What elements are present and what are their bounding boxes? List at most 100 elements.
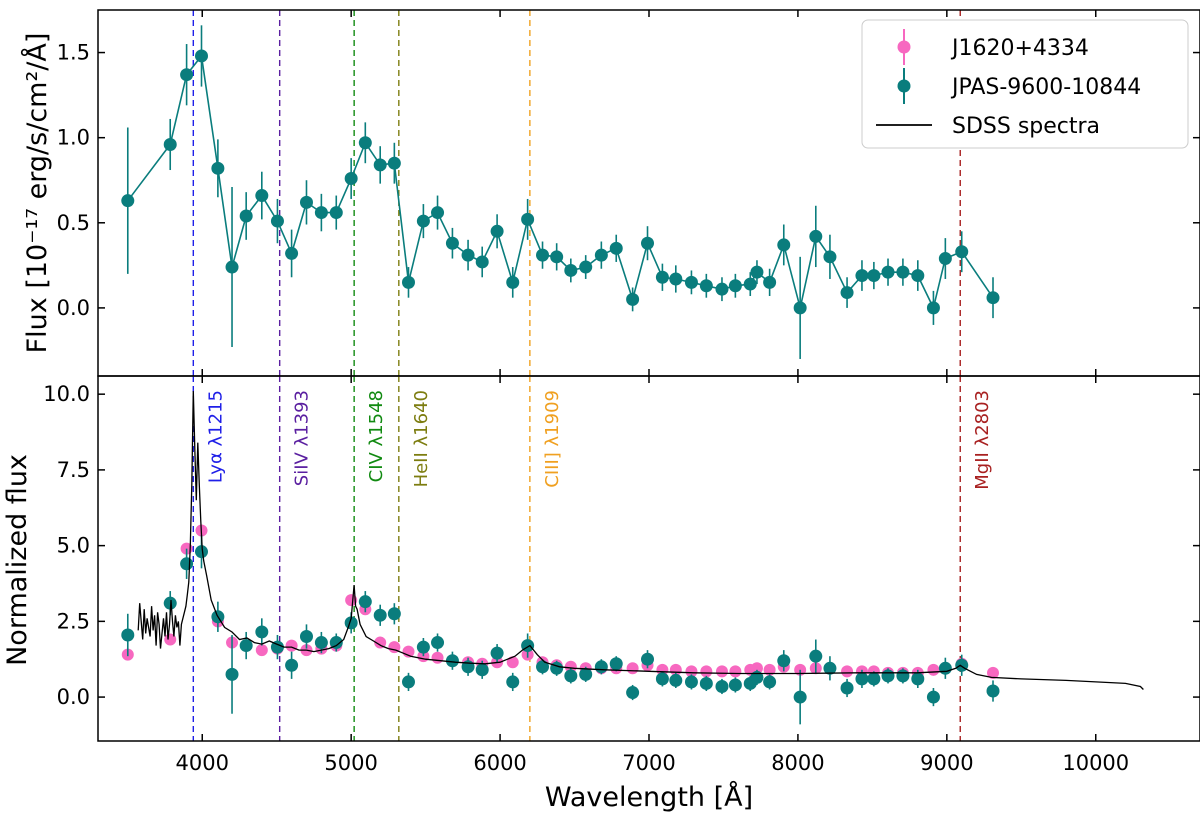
sdss-spectrum-line (137, 391, 1144, 690)
j1620-point (564, 660, 577, 673)
jpas-point (255, 189, 269, 203)
jpas-point (911, 269, 925, 283)
jpas-point (358, 595, 372, 609)
jpas-point (194, 545, 208, 559)
jpas-point (431, 206, 445, 220)
legend-label-sdss: SDSS spectra (952, 114, 1100, 139)
jpas-point (626, 292, 640, 306)
emission-line-annotations: Lyα λ1215 SiIV λ1393 CIV λ1548 HeII λ1640 CI… (205, 390, 993, 490)
x-tick-label: 10000 (1062, 751, 1129, 775)
j1620-point (285, 639, 298, 652)
y-tick-label: 1.0 (57, 126, 90, 150)
jpas-point (239, 209, 253, 223)
jpas-point (609, 241, 623, 255)
top-panel-series (121, 25, 1000, 359)
y-tick-label: 7.5 (57, 458, 90, 482)
top-panel-ticks: 0.0 0.5 1.0 1.5 (57, 41, 1200, 320)
x-tick-label: 7000 (622, 751, 675, 775)
j1620-point (700, 665, 713, 678)
jpas-point (641, 652, 655, 666)
jpas-point (855, 269, 869, 283)
jpas-point (299, 629, 313, 643)
jpas-point (506, 275, 520, 289)
y-tick-label: 0.0 (57, 296, 90, 320)
jpas-point (564, 669, 578, 683)
emission-line-label: Lyα λ1215 (205, 390, 226, 483)
j1620-point (656, 663, 669, 676)
jpas-point (239, 639, 253, 653)
y-tick-label: 1.5 (57, 41, 90, 65)
y-tick-label: 10.0 (43, 382, 90, 406)
jpas-point (270, 214, 284, 228)
j1620-point (715, 665, 728, 678)
j1620-point (374, 636, 387, 649)
jpas-point (373, 608, 387, 622)
jpas-point (225, 260, 239, 274)
jpas-point (684, 275, 698, 289)
jpas-point (521, 212, 535, 226)
jpas-point (823, 661, 837, 675)
bottom-panel-line-markers (192, 376, 961, 741)
jpas-point (344, 172, 358, 186)
jpas-point (594, 248, 608, 262)
jpas-point (793, 301, 807, 315)
y-tick-label: 2.5 (57, 609, 90, 633)
jpas-point (669, 673, 683, 687)
y-tick-label: 0.0 (57, 685, 90, 709)
emission-line-label: CIII] λ1909 (542, 390, 563, 488)
emission-line-label: SiIV λ1393 (292, 390, 313, 486)
j1620-point (750, 662, 763, 675)
jpas-point (564, 263, 578, 277)
jpas-point (358, 136, 372, 150)
jpas-point (285, 658, 299, 672)
jpas-point (750, 265, 764, 279)
jpas-point (938, 661, 952, 675)
jpas-point (896, 669, 910, 683)
x-tick-label: 6000 (473, 751, 526, 775)
j1620-point (987, 666, 1000, 679)
jpas-point (763, 275, 777, 289)
jpas-point (684, 675, 698, 689)
jpas-point (743, 277, 757, 291)
jpas-point (211, 161, 225, 175)
x-tick-label: 8000 (771, 751, 824, 775)
jpas-point (579, 667, 593, 681)
emission-line-label: HeII λ1640 (411, 390, 432, 487)
jpas-point (550, 661, 564, 675)
legend-entry-sdss: SDSS spectra (876, 114, 1100, 139)
jpas-point (777, 654, 791, 668)
jpas-point (401, 675, 415, 689)
j1620-point (763, 663, 776, 676)
j1620-point (841, 665, 854, 678)
bottom-panel-series (121, 391, 1144, 725)
jpas-point (445, 654, 459, 668)
jpas-point (715, 679, 729, 693)
jpas-point (840, 681, 854, 695)
jpas-point (867, 672, 881, 686)
jpas-point (809, 229, 823, 243)
top-panel-line-markers (192, 10, 961, 376)
jpas-point (669, 272, 683, 286)
jpas-point (285, 246, 299, 260)
jpas-point (911, 672, 925, 686)
legend: J1620+4334 JPAS-9600-10844 SDSS spectra (861, 19, 1189, 149)
jpas-point (121, 194, 135, 208)
x-axis-ticks: 4000 5000 6000 7000 8000 9000 10000 (176, 10, 1129, 775)
jpas-point (536, 660, 550, 674)
jpas-point (445, 236, 459, 250)
jpas-point (655, 270, 669, 284)
legend-entry-j1620: J1620+4334 (897, 29, 1089, 65)
jpas-point (823, 250, 837, 264)
j1620-point (255, 644, 268, 657)
bottom-panel-ticks: 0.0 2.5 5.0 7.5 10.0 (43, 382, 1200, 709)
top-panel-ylabel: Flux [10⁻¹⁷ erg/s/cm²/Å] (21, 33, 53, 354)
j1620-point (506, 656, 519, 669)
jpas-point (490, 224, 504, 238)
jpas-point (431, 636, 445, 650)
jpas-point (793, 690, 807, 704)
jpas-point (387, 607, 401, 621)
jpas-point (777, 238, 791, 252)
jpas-point (461, 248, 475, 262)
bottom-panel: 0.0 2.5 5.0 7.5 10.0 Lyα λ1215 SiIV λ1393 CIV … (2, 375, 1200, 742)
jpas-point (344, 616, 358, 630)
